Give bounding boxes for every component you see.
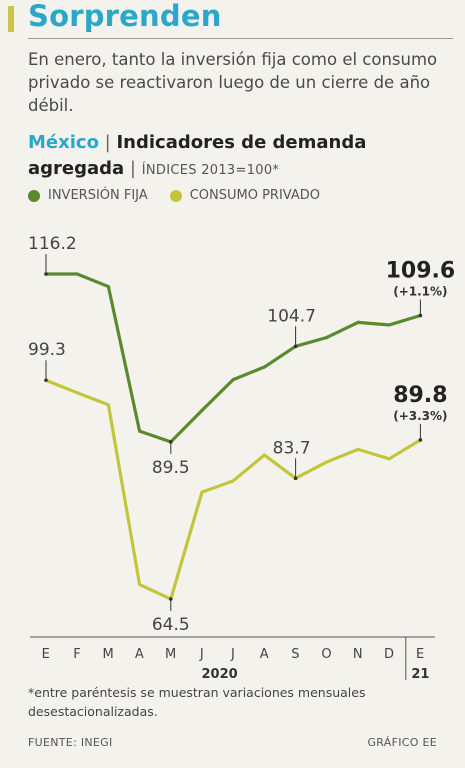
data-label: 64.5 <box>152 615 190 635</box>
series-line-inversion <box>44 272 422 444</box>
data-label: 116.2 <box>28 234 77 254</box>
data-point <box>200 408 204 413</box>
x-tick-label: J <box>230 647 235 662</box>
chart-subtitle: ÍNDICES 2013=100* <box>141 163 280 178</box>
x-year-label: 21 <box>411 667 429 682</box>
x-year-label: 2020 <box>202 667 238 682</box>
data-point <box>200 490 204 494</box>
data-point <box>387 457 391 461</box>
chart-title-main: Indicadores de demanda agregada <box>28 132 367 179</box>
data-label: 83.7 <box>273 438 311 458</box>
data-point <box>138 582 142 587</box>
headline: Sorprenden <box>28 0 222 33</box>
x-tick-label: E <box>416 647 425 662</box>
data-label: 104.7 <box>267 306 316 326</box>
data-label: 99.3 <box>28 340 66 360</box>
headline-accent-bar <box>8 6 14 32</box>
x-tick-label: S <box>291 647 300 662</box>
data-point <box>231 479 235 483</box>
data-label: 109.6 <box>386 258 456 283</box>
legend-swatch-consumo <box>169 189 182 202</box>
data-point <box>356 320 360 325</box>
data-label: 89.8 <box>393 383 447 408</box>
x-tick-label: J <box>199 647 204 662</box>
chart-legend: INVERSIÓN FIJA CONSUMO PRIVADO <box>28 188 342 203</box>
x-tick-label: D <box>384 647 395 662</box>
source-label: FUENTE: INEGI <box>28 736 113 749</box>
dek-text: En enero, tanto la inversión fija como e… <box>28 50 438 115</box>
series-line-consumo <box>44 378 422 601</box>
legend-item-consumo: CONSUMO PRIVADO <box>169 188 320 203</box>
data-point <box>325 460 329 464</box>
legend-item-inversion: INVERSIÓN FIJA <box>28 188 148 203</box>
data-point <box>356 447 360 451</box>
x-tick-label: N <box>353 647 363 662</box>
data-point <box>231 378 235 382</box>
legend-label-consumo: CONSUMO PRIVADO <box>189 188 320 203</box>
data-point <box>387 323 391 327</box>
data-point <box>138 429 142 433</box>
data-label-change: (+3.3%) <box>393 409 447 423</box>
x-tick-label: E <box>42 647 51 662</box>
data-point <box>262 453 266 457</box>
x-tick-label: A <box>260 647 269 662</box>
annotation-marker <box>418 313 423 318</box>
chart-title-separator: | <box>104 132 111 153</box>
annotation-marker <box>293 476 298 481</box>
footnote: *entre paréntesis se muestran variacione… <box>28 685 366 719</box>
data-point <box>262 365 266 369</box>
legend-label-inversion: INVERSIÓN FIJA <box>48 188 148 203</box>
x-tick-label: O <box>321 647 332 662</box>
chart-title-country: México <box>28 132 99 153</box>
x-tick-label: F <box>73 647 81 662</box>
data-point <box>75 272 79 276</box>
x-tick-label: M <box>165 647 177 662</box>
divider <box>28 38 453 39</box>
data-point <box>106 284 110 289</box>
data-point <box>75 391 79 395</box>
data-label-change: (+1.1%) <box>393 284 447 298</box>
annotation-marker <box>293 344 298 349</box>
data-point <box>325 335 329 340</box>
data-label: 89.5 <box>152 458 190 478</box>
chart-title: México | Indicadores de demanda agregada… <box>28 130 458 184</box>
x-tick-label: M <box>103 647 115 662</box>
x-tick-label: A <box>135 647 144 662</box>
legend-swatch-inversion <box>28 189 40 202</box>
data-point <box>106 403 110 407</box>
credit-label: GRÁFICO EE <box>367 736 437 749</box>
chart-title-separator-2: | <box>129 158 136 179</box>
